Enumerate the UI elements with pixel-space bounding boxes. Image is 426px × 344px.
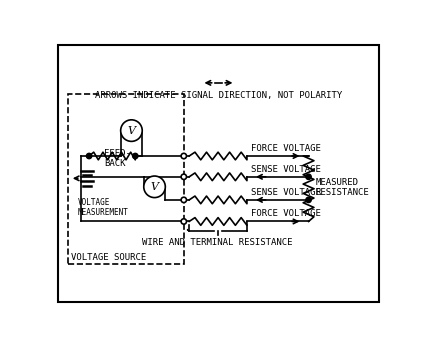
Circle shape xyxy=(181,174,186,180)
Circle shape xyxy=(181,153,186,159)
Circle shape xyxy=(121,120,142,141)
Text: MEASURED
RESISTANCE: MEASURED RESISTANCE xyxy=(315,178,368,197)
Text: V: V xyxy=(150,182,158,192)
Circle shape xyxy=(132,153,138,159)
Text: V: V xyxy=(127,126,135,136)
Text: SENSE VOLTAGE: SENSE VOLTAGE xyxy=(250,165,320,174)
Text: VOLTAGE
MEASUREMENT: VOLTAGE MEASUREMENT xyxy=(78,198,128,217)
Text: WIRE AND TERMINAL RESISTANCE: WIRE AND TERMINAL RESISTANCE xyxy=(142,238,292,247)
Text: FORCE VOLTAGE: FORCE VOLTAGE xyxy=(250,144,320,153)
Text: SENSE VOLTAGE: SENSE VOLTAGE xyxy=(250,188,320,197)
Text: ARROWS INDICATE SIGNAL DIRECTION, NOT POLARITY: ARROWS INDICATE SIGNAL DIRECTION, NOT PO… xyxy=(95,90,341,99)
Circle shape xyxy=(305,174,311,180)
Text: FORCE VOLTAGE: FORCE VOLTAGE xyxy=(250,209,320,218)
Text: FEED-
BACK: FEED- BACK xyxy=(104,149,131,168)
Circle shape xyxy=(181,219,186,224)
Bar xyxy=(68,94,183,264)
Circle shape xyxy=(181,197,186,203)
Circle shape xyxy=(305,197,311,203)
Circle shape xyxy=(86,153,92,159)
Circle shape xyxy=(144,176,165,197)
Text: VOLTAGE SOURCE: VOLTAGE SOURCE xyxy=(71,252,146,261)
